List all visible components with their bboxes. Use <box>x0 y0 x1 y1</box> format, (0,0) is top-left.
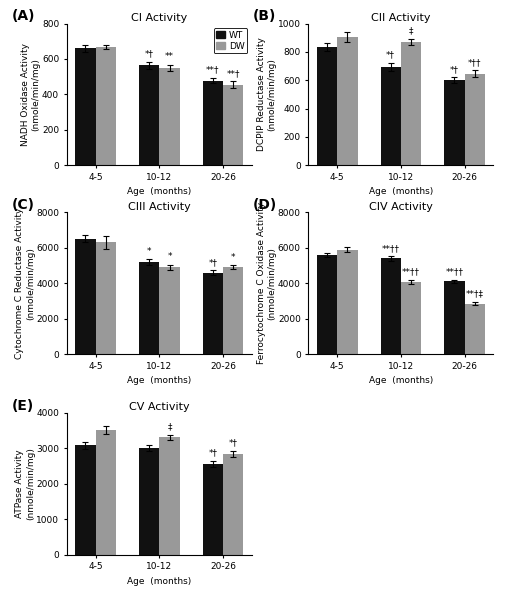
Text: ‡: ‡ <box>167 422 172 431</box>
Text: **: ** <box>165 53 174 61</box>
Bar <box>337 37 358 165</box>
Bar <box>465 74 485 165</box>
Text: **††: **†† <box>402 268 420 277</box>
Bar <box>159 267 180 354</box>
X-axis label: Age  (months): Age (months) <box>127 577 191 586</box>
X-axis label: Age  (months): Age (months) <box>127 188 191 196</box>
Text: (C): (C) <box>11 198 34 212</box>
Bar <box>444 281 465 354</box>
Text: *: * <box>231 253 235 261</box>
X-axis label: Age  (months): Age (months) <box>369 188 433 196</box>
Text: **†‡: **†‡ <box>466 290 484 299</box>
Bar <box>380 67 401 165</box>
Text: *††: *†† <box>468 58 482 67</box>
Title: CIII Activity: CIII Activity <box>128 202 191 212</box>
Bar <box>96 430 116 555</box>
Bar <box>75 48 96 165</box>
Y-axis label: Ferrocytochrome C Oxidase Activity
(nmole/min/mg): Ferrocytochrome C Oxidase Activity (nmol… <box>257 202 277 364</box>
Bar <box>159 68 180 165</box>
Text: *: * <box>147 247 152 256</box>
Text: *†: *† <box>386 50 395 59</box>
Bar <box>465 303 485 354</box>
Text: **††: **†† <box>446 267 464 276</box>
Text: (A): (A) <box>11 9 35 24</box>
Bar <box>75 239 96 354</box>
Text: **†: **† <box>206 65 219 74</box>
Y-axis label: DCPIP Reductase Activity
(nmole/min/mg): DCPIP Reductase Activity (nmole/min/mg) <box>257 37 277 152</box>
Title: CI Activity: CI Activity <box>131 13 188 23</box>
Text: *†: *† <box>208 258 217 267</box>
Bar <box>139 65 159 165</box>
X-axis label: Age  (months): Age (months) <box>369 376 433 385</box>
Y-axis label: ATPase Activity
(nmole/min/mg): ATPase Activity (nmole/min/mg) <box>15 447 35 520</box>
Bar <box>401 283 421 354</box>
Bar <box>203 273 223 354</box>
Bar <box>203 81 223 165</box>
Bar <box>223 85 244 165</box>
Bar <box>139 262 159 354</box>
Text: *†: *† <box>229 439 238 448</box>
Bar <box>75 445 96 555</box>
Bar <box>444 80 465 165</box>
Title: CIV Activity: CIV Activity <box>369 202 433 212</box>
Bar <box>317 255 337 354</box>
Title: CII Activity: CII Activity <box>371 13 431 23</box>
Text: *†: *† <box>208 448 217 458</box>
Text: **††: **†† <box>382 244 400 253</box>
Y-axis label: Cytochrome C Reductase Activity
(nmole/min/mg): Cytochrome C Reductase Activity (nmole/m… <box>15 208 35 359</box>
Bar <box>337 250 358 354</box>
Bar <box>223 267 244 354</box>
Text: *†: *† <box>144 49 154 58</box>
Text: (B): (B) <box>253 9 276 24</box>
Bar <box>203 464 223 555</box>
Text: **†: **† <box>227 69 240 78</box>
Bar <box>96 242 116 354</box>
Text: ‡: ‡ <box>409 27 413 35</box>
Text: (D): (D) <box>253 198 277 212</box>
Bar <box>317 47 337 165</box>
X-axis label: Age  (months): Age (months) <box>127 376 191 385</box>
Bar <box>139 448 159 555</box>
Y-axis label: NADH Oxidase Activity
(nmole/min/mg): NADH Oxidase Activity (nmole/min/mg) <box>21 43 41 146</box>
Title: CV Activity: CV Activity <box>129 402 190 412</box>
Bar <box>401 42 421 165</box>
Bar <box>159 437 180 555</box>
Text: *: * <box>167 252 172 261</box>
Bar <box>380 258 401 354</box>
Text: (E): (E) <box>11 399 33 413</box>
Text: *†: *† <box>450 65 459 74</box>
Legend: WT, DW: WT, DW <box>213 28 247 53</box>
Bar <box>96 47 116 165</box>
Bar <box>223 454 244 555</box>
